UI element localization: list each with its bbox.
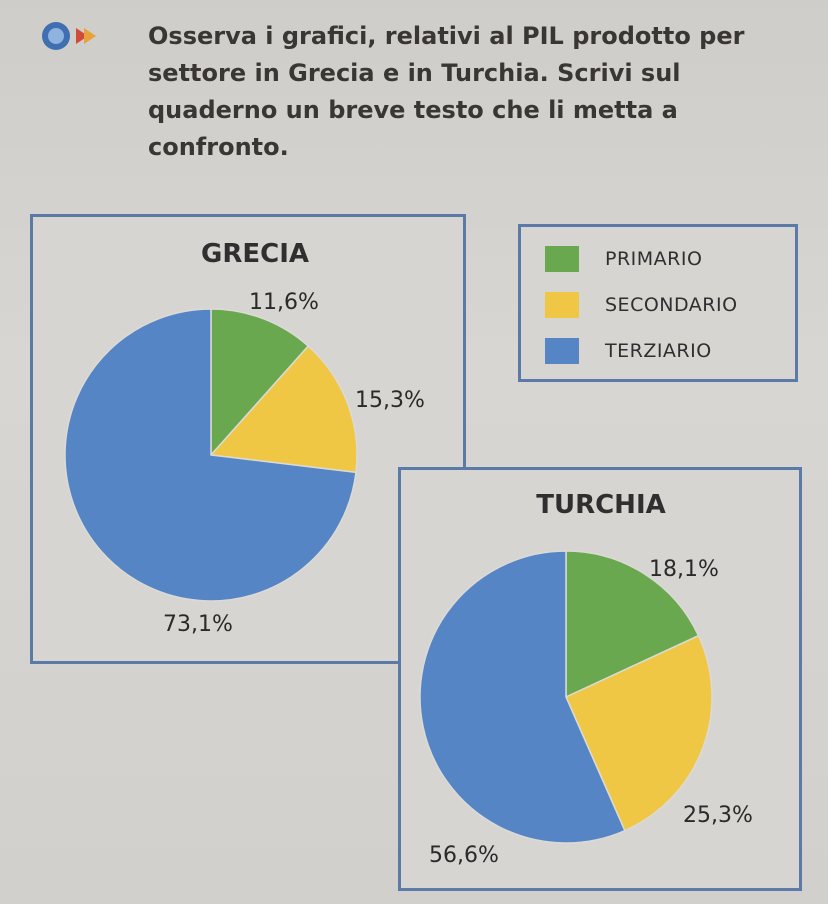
legend-label-primario: PRIMARIO: [605, 248, 703, 270]
legend-item-primario: PRIMARIO: [545, 245, 702, 273]
turkey-pie-chart: 18,1% 25,3% 56,6%: [419, 550, 753, 868]
legend-item-secondario: SECONDARIO: [545, 291, 738, 319]
exercise-icon: [42, 22, 96, 50]
legend-panel: PRIMARIO SECONDARIO TERZIARIO: [518, 224, 798, 382]
greece-label-secondario: 15,3%: [355, 388, 425, 413]
greece-chart-title: GRECIA: [201, 239, 309, 269]
exercise-instruction: Osserva i grafici, relativi al PIL prodo…: [148, 22, 745, 161]
legend-item-terziario: TERZIARIO: [545, 337, 712, 365]
turkey-label-terziario: 56,6%: [429, 843, 499, 868]
greece-label-terziario: 73,1%: [163, 612, 233, 637]
legend-swatch-terziario: [545, 338, 579, 364]
greece-slice-terziario: [64, 308, 357, 602]
legend-label-terziario: TERZIARIO: [605, 340, 712, 362]
turkey-slice-terziario: [419, 550, 626, 844]
turkey-chart-title: TURCHIA: [536, 490, 666, 520]
greece-chart-panel: GRECIA 11,6% 15,3% 73,1%: [30, 214, 466, 664]
legend-swatch-primario: [545, 246, 579, 272]
turkey-label-secondario: 25,3%: [683, 803, 753, 828]
legend-label-secondario: SECONDARIO: [605, 294, 738, 316]
greece-slice-secondario: [209, 345, 358, 474]
turkey-slice-primario: [565, 550, 700, 699]
greece-pie-chart: 11,6% 15,3% 73,1%: [64, 290, 425, 637]
turkey-slice-secondario: [565, 634, 713, 832]
greece-slice-primario: [210, 308, 310, 457]
legend-swatch-secondario: [545, 292, 579, 318]
greece-label-primario: 11,6%: [249, 290, 319, 315]
turkey-label-primario: 18,1%: [649, 557, 719, 582]
turkey-chart-panel: TURCHIA 18,1% 25,3% 56,6%: [398, 467, 802, 891]
